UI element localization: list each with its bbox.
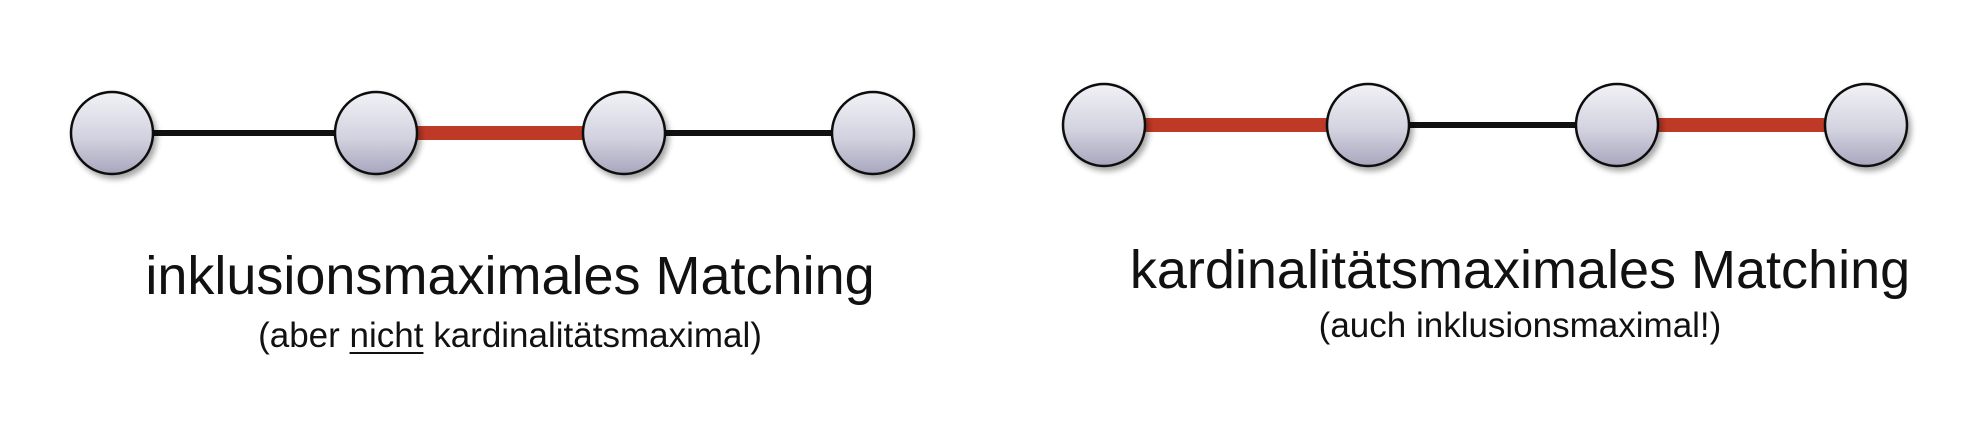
right-node-1: [1063, 84, 1145, 166]
right-node-2: [1327, 84, 1409, 166]
left-subtitle-emphasis: nicht: [350, 316, 424, 355]
right-caption-title: kardinalitätsmaximales Matching: [1040, 238, 1964, 302]
left-node-1: [71, 92, 153, 174]
left-caption-subtitle: (aber nicht kardinalitätsmaximal): [80, 314, 940, 358]
right-caption-subtitle: (auch inklusionsmaximal!): [1040, 304, 1964, 348]
left-subtitle-suffix: kardinalitätsmaximal): [423, 316, 761, 355]
right-node-3: [1576, 84, 1658, 166]
left-node-2: [335, 92, 417, 174]
left-caption-title: inklusionsmaximales Matching: [80, 244, 940, 308]
right-path-graph: [1063, 84, 1907, 166]
left-subtitle-prefix: (aber: [258, 316, 349, 355]
left-path-graph: [71, 92, 914, 174]
left-node-4: [832, 92, 914, 174]
left-node-3: [583, 92, 665, 174]
right-node-4: [1825, 84, 1907, 166]
